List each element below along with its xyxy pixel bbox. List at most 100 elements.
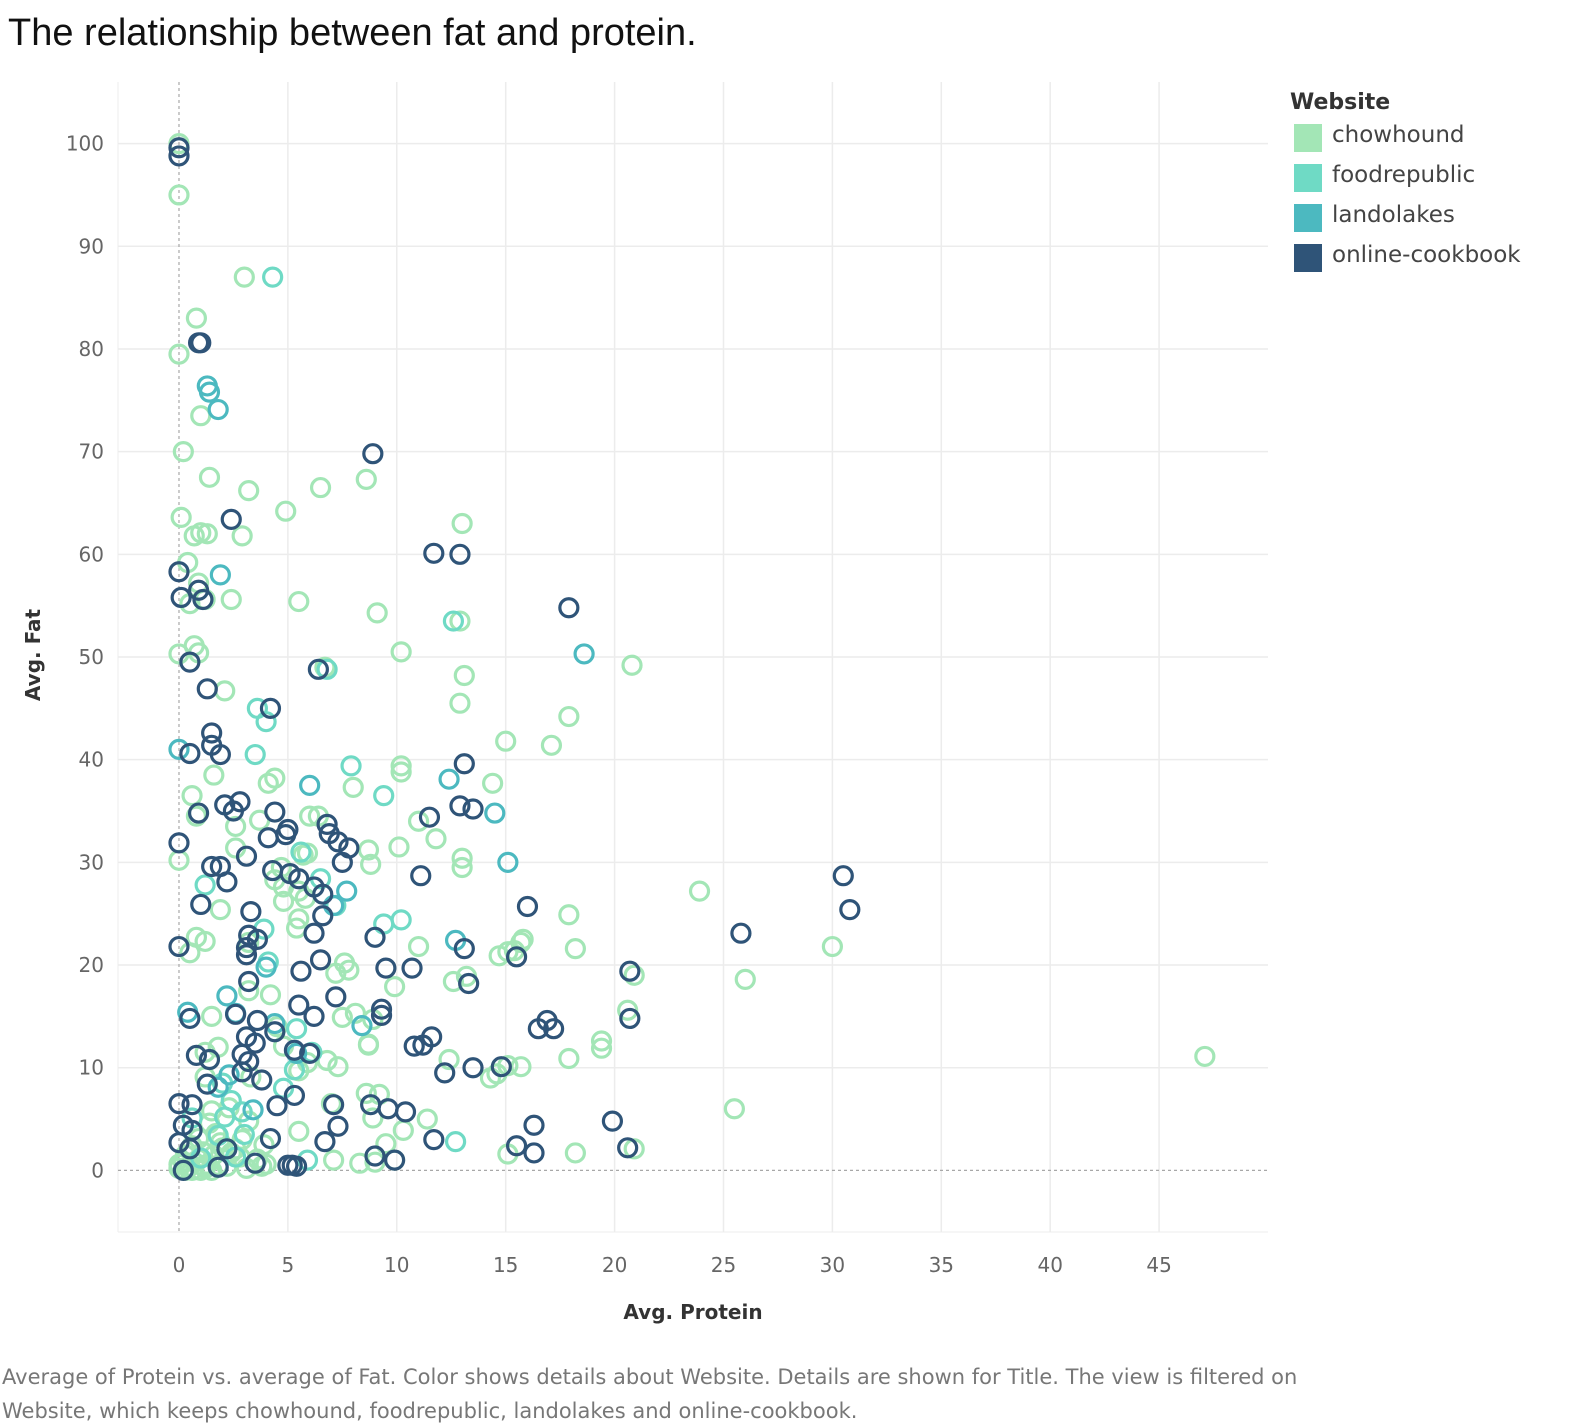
data-point[interactable] <box>490 1056 512 1078</box>
data-point[interactable] <box>451 512 473 535</box>
data-point[interactable] <box>336 880 358 902</box>
data-point[interactable] <box>288 908 310 930</box>
data-point[interactable] <box>179 651 201 673</box>
data-point[interactable] <box>303 1005 325 1027</box>
data-point[interactable] <box>516 895 539 918</box>
data-point[interactable] <box>355 468 377 490</box>
data-point[interactable] <box>394 1101 417 1123</box>
data-point[interactable] <box>179 1007 201 1030</box>
data-point[interactable] <box>338 959 360 981</box>
data-point[interactable] <box>203 764 225 786</box>
data-point[interactable] <box>451 847 473 869</box>
data-point[interactable] <box>730 922 752 944</box>
data-point[interactable] <box>617 1137 639 1159</box>
data-point[interactable] <box>458 972 480 995</box>
data-point[interactable] <box>216 871 238 893</box>
data-point[interactable] <box>540 734 563 756</box>
data-point[interactable] <box>192 1155 214 1177</box>
data-point[interactable] <box>220 588 242 611</box>
data-point[interactable] <box>482 772 504 794</box>
data-point[interactable] <box>390 909 412 931</box>
data-point[interactable] <box>370 998 393 1020</box>
data-point[interactable] <box>262 266 284 288</box>
data-point[interactable] <box>558 904 580 926</box>
data-point[interactable] <box>255 711 277 733</box>
data-point[interactable] <box>327 1115 349 1137</box>
data-point[interactable] <box>564 938 586 960</box>
data-point[interactable] <box>355 1082 377 1104</box>
data-point[interactable] <box>216 1138 238 1160</box>
data-point[interactable] <box>207 1076 229 1098</box>
series-online-cookbook[interactable] <box>168 137 861 1181</box>
data-point[interactable] <box>401 957 423 979</box>
data-point[interactable] <box>438 1048 460 1071</box>
data-point[interactable] <box>573 643 595 665</box>
data-point[interactable] <box>497 851 519 873</box>
data-point[interactable] <box>377 1098 399 1120</box>
data-point[interactable] <box>168 849 190 871</box>
data-point[interactable] <box>316 813 338 835</box>
data-point[interactable] <box>299 805 321 827</box>
data-point[interactable] <box>251 1069 273 1091</box>
data-point[interactable] <box>462 1057 484 1079</box>
data-point[interactable] <box>201 722 223 744</box>
data-point[interactable] <box>303 922 325 944</box>
data-point[interactable] <box>196 1073 218 1095</box>
data-point[interactable] <box>196 523 218 545</box>
data-point[interactable] <box>325 986 347 1008</box>
data-point[interactable] <box>168 832 190 854</box>
data-point[interactable] <box>168 137 190 159</box>
data-point[interactable] <box>288 994 310 1016</box>
data-point[interactable] <box>558 705 580 728</box>
data-point[interactable] <box>821 935 843 958</box>
data-point[interactable] <box>198 466 221 488</box>
data-point[interactable] <box>512 928 534 950</box>
data-point[interactable] <box>201 855 223 878</box>
data-point[interactable] <box>196 678 218 700</box>
data-point[interactable] <box>238 480 260 502</box>
data-point[interactable] <box>373 785 395 807</box>
data-point[interactable] <box>168 343 190 365</box>
scatter-plot[interactable]: 0 5 10 15 20 25 30 35 40 45 0 10 20 30 40 50 60 70 80 90 100… <box>0 0 1570 1360</box>
data-point[interactable] <box>225 1003 247 1025</box>
data-point[interactable] <box>438 768 460 790</box>
data-point[interactable] <box>619 1007 641 1030</box>
data-point[interactable] <box>1194 1045 1216 1068</box>
data-point[interactable] <box>351 1015 373 1037</box>
data-point[interactable] <box>423 542 445 564</box>
data-point[interactable] <box>283 1039 306 1061</box>
data-point[interactable] <box>364 1145 386 1167</box>
data-point[interactable] <box>390 761 412 783</box>
data-point[interactable] <box>194 930 216 953</box>
data-point[interactable] <box>209 743 231 766</box>
data-point[interactable] <box>235 936 258 959</box>
data-point[interactable] <box>390 641 412 663</box>
data-point[interactable] <box>360 853 382 876</box>
data-point[interactable] <box>233 1123 255 1146</box>
data-point[interactable] <box>309 949 332 971</box>
data-point[interactable] <box>218 1064 240 1086</box>
data-point[interactable] <box>207 1156 229 1178</box>
data-point[interactable] <box>416 1108 438 1130</box>
data-point[interactable] <box>449 610 471 632</box>
data-point[interactable] <box>216 985 238 1007</box>
data-point[interactable] <box>484 802 506 824</box>
data-point[interactable] <box>366 602 388 624</box>
data-point[interactable] <box>449 795 471 817</box>
data-point[interactable] <box>331 851 353 873</box>
data-point[interactable] <box>172 441 194 463</box>
data-point[interactable] <box>839 898 861 921</box>
data-point[interactable] <box>187 802 210 824</box>
data-point[interactable] <box>192 588 214 611</box>
data-point[interactable] <box>384 975 406 998</box>
data-point[interactable] <box>723 1098 745 1120</box>
data-point[interactable] <box>323 1094 345 1116</box>
data-point[interactable] <box>316 658 338 680</box>
data-point[interactable] <box>220 508 242 531</box>
data-point[interactable] <box>255 956 277 978</box>
data-point[interactable] <box>170 586 192 609</box>
data-point[interactable] <box>299 1042 321 1064</box>
data-point[interactable] <box>309 476 332 499</box>
data-point[interactable] <box>190 405 212 427</box>
data-point[interactable] <box>257 827 279 849</box>
